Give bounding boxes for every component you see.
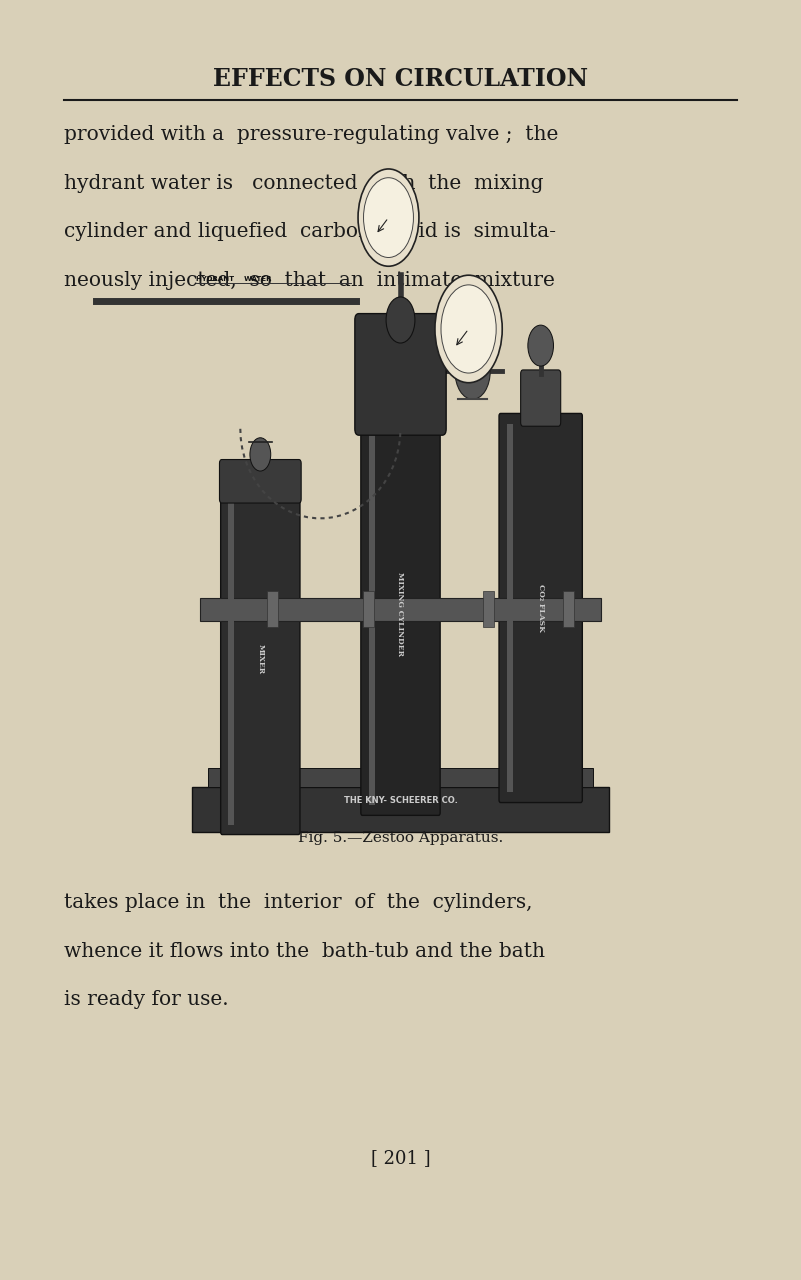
Text: takes place in  the  interior  of  the  cylinders,: takes place in the interior of the cylin… [64, 893, 533, 911]
Circle shape [386, 297, 415, 343]
Text: whence it flows into the  bath-tub and the bath: whence it flows into the bath-tub and th… [64, 942, 545, 960]
Text: MIXING CYLINDER: MIXING CYLINDER [396, 572, 405, 657]
Bar [228, 493, 235, 826]
Circle shape [250, 438, 271, 471]
FancyBboxPatch shape [499, 413, 582, 803]
Circle shape [364, 178, 413, 257]
Text: HYDRANT    WATER: HYDRANT WATER [196, 275, 272, 282]
Circle shape [528, 325, 553, 366]
FancyBboxPatch shape [192, 787, 609, 832]
FancyBboxPatch shape [221, 484, 300, 835]
Bar [368, 424, 375, 805]
Text: is ready for use.: is ready for use. [64, 991, 229, 1009]
Text: [ 201 ]: [ 201 ] [371, 1149, 430, 1167]
FancyBboxPatch shape [521, 370, 561, 426]
Text: cylinder and liquefied  carbonic acid is  simulta-: cylinder and liquefied carbonic acid is … [64, 223, 556, 241]
Text: MIXER: MIXER [256, 644, 264, 675]
Circle shape [358, 169, 419, 266]
Bar [267, 591, 278, 627]
Text: CO₂ FLASK: CO₂ FLASK [537, 584, 545, 632]
Bar [563, 591, 574, 627]
FancyBboxPatch shape [219, 460, 301, 503]
Circle shape [441, 285, 496, 372]
Bar [507, 424, 513, 792]
Text: EFFECTS ON CIRCULATION: EFFECTS ON CIRCULATION [213, 68, 588, 91]
Bar [200, 598, 601, 621]
FancyBboxPatch shape [208, 768, 593, 787]
Bar [363, 591, 374, 627]
FancyBboxPatch shape [360, 413, 441, 815]
Text: Fig. 5.—Zestoo Apparatus.: Fig. 5.—Zestoo Apparatus. [298, 832, 503, 845]
Text: hydrant water is   connected  with  the  mixing: hydrant water is connected with the mixi… [64, 174, 544, 192]
Circle shape [455, 343, 490, 399]
Text: neously injected,  so  that  an  intimate  mixture: neously injected, so that an intimate mi… [64, 271, 555, 289]
Text: provided with a  pressure-regulating valve ;  the: provided with a pressure-regulating valv… [64, 125, 558, 143]
Text: THE KNY- SCHEERER CO.: THE KNY- SCHEERER CO. [344, 795, 457, 805]
Bar [483, 591, 494, 627]
Circle shape [435, 275, 502, 383]
FancyBboxPatch shape [355, 314, 446, 435]
